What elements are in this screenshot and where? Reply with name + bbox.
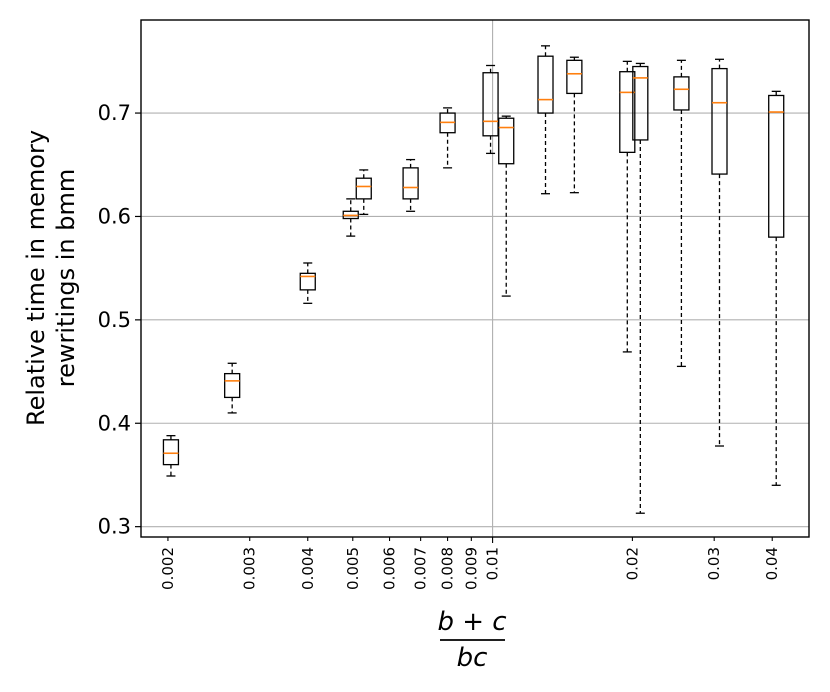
x-axis: 0.002 0.003 0.004 0.005 0.006 0.007 0.008 0.009…	[159, 537, 781, 590]
box-body	[768, 94, 785, 238]
box-body	[402, 167, 419, 200]
y-tick-label: 0.6	[98, 204, 131, 228]
x-tick-label: 0.03	[705, 547, 723, 580]
x-tick-label: 0.02	[623, 547, 641, 580]
box-body	[632, 65, 649, 141]
box-body	[711, 67, 728, 175]
grid-lines	[141, 20, 809, 537]
box-body	[673, 76, 690, 111]
box-series	[162, 45, 785, 514]
y-tick-label: 0.3	[98, 515, 131, 539]
x-tick-label: 0.009	[462, 547, 480, 590]
box	[162, 435, 180, 477]
box	[673, 59, 690, 368]
y-tick-label: 0.4	[98, 411, 131, 435]
x-tick-label: 0.04	[763, 547, 781, 580]
box	[768, 90, 785, 486]
x-axis-label-numerator: b + c	[437, 607, 506, 637]
x-tick-label: 0.004	[299, 547, 317, 590]
box-body	[162, 439, 180, 466]
box-body	[566, 59, 583, 95]
box-body	[482, 72, 499, 137]
box-body	[619, 71, 636, 154]
box	[402, 158, 419, 212]
y-tick-label: 0.7	[98, 101, 131, 125]
y-axis-label-line1: Relative time in memory	[22, 130, 50, 426]
x-tick-label: 0.008	[439, 547, 457, 590]
box	[299, 262, 316, 304]
box	[632, 62, 649, 514]
x-tick-label: 0.002	[159, 547, 177, 590]
box	[439, 107, 456, 169]
y-axis: 0.3 0.4 0.5 0.6 0.7	[98, 101, 141, 539]
box	[711, 58, 728, 447]
box-body	[299, 272, 316, 291]
box	[224, 362, 241, 414]
box	[355, 169, 372, 216]
box	[566, 56, 583, 194]
y-axis-label-line2: rewritings in bmm	[52, 169, 80, 387]
x-tick-label: 0.005	[344, 547, 362, 590]
plot-frame	[140, 19, 810, 538]
x-tick-label: 0.003	[241, 547, 259, 590]
box	[482, 64, 499, 155]
box-body	[355, 177, 372, 200]
x-tick-label: 0.01	[484, 547, 502, 580]
x-tick-label: 0.007	[412, 547, 430, 590]
y-tick-label: 0.5	[98, 308, 131, 332]
x-axis-label-denominator: bc	[457, 643, 488, 673]
box	[342, 198, 359, 237]
box-body	[224, 372, 241, 399]
box-body	[537, 55, 554, 114]
box	[498, 115, 515, 297]
box	[619, 60, 636, 353]
x-tick-label: 0.006	[381, 547, 399, 590]
box	[537, 45, 554, 195]
box-body	[498, 117, 515, 165]
